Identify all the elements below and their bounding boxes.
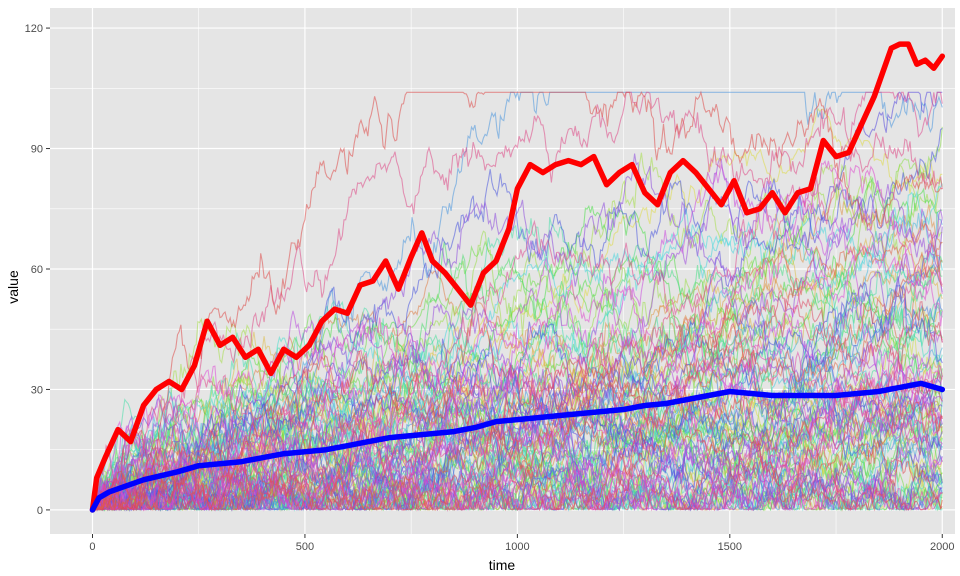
highlight-series <box>89 41 946 513</box>
random-walk-line <box>91 383 943 512</box>
random-walk-line <box>92 222 943 512</box>
y-tick-label: 60 <box>31 264 43 276</box>
x-axis: 0 500 1000 1500 2000 <box>89 534 954 553</box>
x-tick-label: 500 <box>296 541 314 553</box>
random-walk-line <box>91 107 943 511</box>
random-walk-line <box>92 361 943 512</box>
x-tick-label: 0 <box>89 541 95 553</box>
random-walk-line <box>91 213 943 512</box>
x-tick-label: 1500 <box>718 541 742 553</box>
random-walk-line <box>92 387 943 512</box>
random-walk-line <box>91 231 943 511</box>
random-walk-line <box>91 298 943 511</box>
y-tick-label: 0 <box>37 505 43 517</box>
random-walk-line <box>92 372 943 512</box>
x-axis-title: time <box>489 557 516 573</box>
random-walk-line <box>92 152 943 511</box>
random-walk-line <box>92 252 943 512</box>
x-tick-label: 2000 <box>930 541 954 553</box>
y-axis-title: value <box>5 270 21 304</box>
random-walk-line <box>92 153 943 511</box>
random-walk-line <box>91 90 943 511</box>
random-walk-lines <box>91 90 943 513</box>
y-tick-label: 30 <box>31 384 43 396</box>
series-line-maximum <box>89 41 946 513</box>
random-walk-line <box>92 277 943 511</box>
x-tick-label: 1000 <box>505 541 529 553</box>
random-walk-line <box>92 427 943 512</box>
y-tick-label: 90 <box>31 144 43 156</box>
random-walk-line <box>92 91 943 511</box>
y-tick-label: 120 <box>25 23 43 35</box>
y-axis: 0 30 60 90 120 <box>25 23 50 517</box>
random-walk-line <box>92 127 943 511</box>
series-line-mean <box>89 380 946 513</box>
random-walk-line <box>92 359 943 512</box>
